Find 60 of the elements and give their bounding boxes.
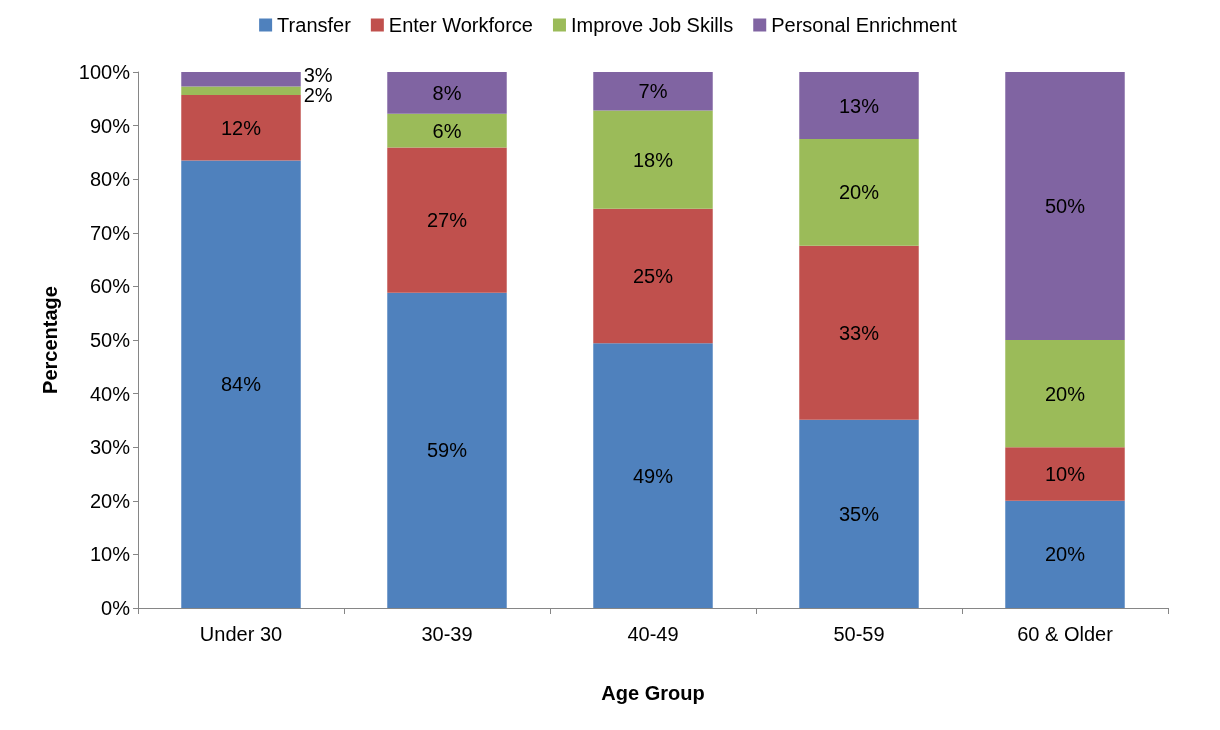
data-label: 20% [1044, 382, 1086, 405]
y-tick-label: 30% [89, 436, 131, 459]
data-label: 27% [426, 209, 468, 232]
data-label: 49% [632, 464, 674, 487]
y-tick-label: 50% [89, 329, 131, 351]
x-tick-label: 30-39 [421, 623, 473, 645]
x-axis-title: Age Group [601, 682, 705, 704]
x-tick-label: 40-49 [627, 623, 679, 645]
y-tick-label: 70% [89, 221, 131, 244]
x-tick-label: 50-59 [833, 623, 885, 645]
y-tick-label: 90% [89, 114, 131, 137]
bar [1005, 72, 1125, 340]
data-label: 50% [1044, 195, 1086, 217]
bar [799, 72, 919, 139]
y-tick-label: 10% [89, 543, 131, 566]
bar [387, 72, 507, 114]
bar [1005, 500, 1125, 608]
y-tick-label: 60% [89, 275, 131, 298]
bar [387, 292, 507, 608]
data-label: 13% [838, 94, 880, 117]
legend-label: Enter Workforce [388, 14, 533, 36]
bar [387, 113, 507, 148]
data-label: 20% [838, 181, 880, 204]
data-label: 25% [632, 264, 674, 287]
legend-label: Improve Job Skills [570, 14, 734, 36]
bar [181, 86, 301, 96]
data-label: 6% [432, 119, 462, 142]
bar [593, 208, 713, 344]
bar [799, 139, 919, 246]
legend-label: Personal Enrichment [771, 14, 958, 36]
data-label: 10% [1044, 463, 1086, 485]
data-label: 84% [220, 373, 262, 396]
y-tick-label: 80% [89, 168, 131, 191]
bar [181, 160, 301, 608]
bar [799, 245, 919, 420]
bar [799, 419, 919, 608]
data-label: 59% [426, 439, 468, 462]
bar [593, 72, 713, 111]
data-label: 33% [838, 321, 880, 344]
data-label: 7% [638, 80, 668, 103]
data-label: 18% [632, 148, 674, 171]
legend-label: Transfer [277, 14, 352, 36]
bar [1005, 447, 1125, 501]
bar [387, 147, 507, 293]
data-label: 12% [220, 116, 262, 139]
data-label: 35% [838, 502, 880, 525]
data-label: 8% [432, 81, 462, 104]
data-label: 20% [1044, 543, 1086, 566]
bar [181, 72, 301, 87]
y-tick-label: 0% [101, 597, 131, 619]
x-tick-label: 60 & Older [1017, 623, 1114, 645]
bar [1005, 340, 1125, 448]
y-tick-label: 100% [78, 61, 131, 83]
bar [181, 95, 301, 161]
bar [593, 343, 713, 608]
y-tick-label: 40% [89, 382, 131, 405]
y-tick-label: 20% [89, 489, 131, 512]
x-tick-label: Under 30 [199, 623, 283, 645]
y-axis-title: Percentage [39, 286, 61, 394]
bar [593, 110, 713, 209]
